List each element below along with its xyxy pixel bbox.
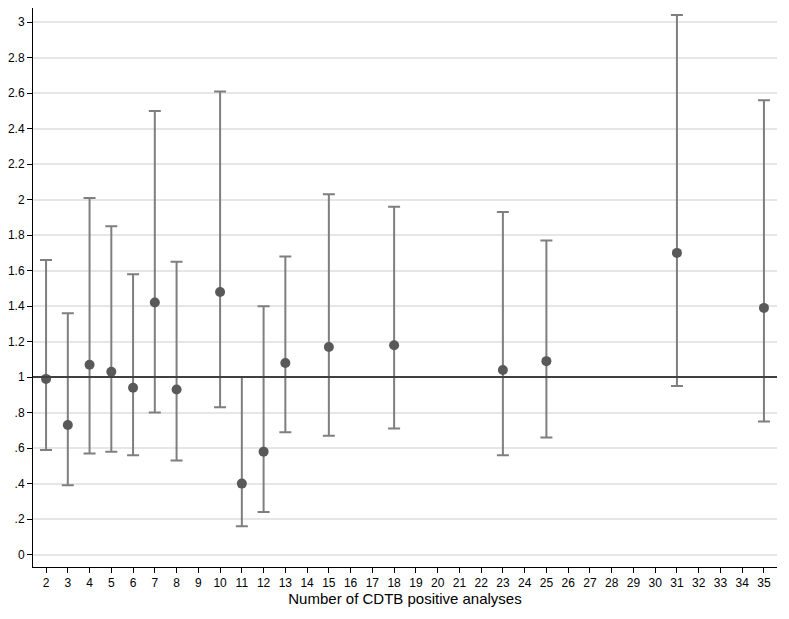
- svg-text:9: 9: [195, 576, 202, 590]
- svg-text:12: 12: [257, 576, 271, 590]
- svg-text:2: 2: [18, 193, 25, 207]
- svg-text:34: 34: [736, 576, 750, 590]
- svg-text:26: 26: [561, 576, 575, 590]
- svg-text:29: 29: [627, 576, 641, 590]
- svg-text:19: 19: [409, 576, 423, 590]
- svg-text:31: 31: [670, 576, 684, 590]
- svg-text:23: 23: [496, 576, 510, 590]
- svg-text:3: 3: [18, 15, 25, 29]
- svg-text:24: 24: [518, 576, 532, 590]
- svg-text:20: 20: [431, 576, 445, 590]
- svg-text:1: 1: [18, 370, 25, 384]
- svg-text:2.6: 2.6: [8, 86, 25, 100]
- svg-text:14: 14: [300, 576, 314, 590]
- svg-text:35: 35: [757, 576, 771, 590]
- svg-text:10: 10: [213, 576, 227, 590]
- svg-text:4: 4: [86, 576, 93, 590]
- svg-text:1.6: 1.6: [8, 264, 25, 278]
- svg-text:2.4: 2.4: [8, 122, 25, 136]
- svg-text:Number of CDTB positive analys: Number of CDTB positive analyses: [288, 590, 521, 607]
- svg-text:25: 25: [540, 576, 554, 590]
- svg-text:2: 2: [43, 576, 50, 590]
- svg-text:.2: .2: [15, 512, 25, 526]
- svg-text:.8: .8: [15, 406, 25, 420]
- svg-text:3: 3: [64, 576, 71, 590]
- svg-text:1.2: 1.2: [8, 335, 25, 349]
- svg-text:33: 33: [714, 576, 728, 590]
- svg-text:17: 17: [366, 576, 380, 590]
- svg-text:32: 32: [692, 576, 706, 590]
- svg-text:16: 16: [344, 576, 358, 590]
- svg-text:1.4: 1.4: [8, 299, 25, 313]
- svg-text:30: 30: [649, 576, 663, 590]
- svg-text:21: 21: [453, 576, 467, 590]
- svg-text:7: 7: [151, 576, 158, 590]
- svg-text:15: 15: [322, 576, 336, 590]
- svg-text:.6: .6: [15, 441, 25, 455]
- svg-text:2.8: 2.8: [8, 51, 25, 65]
- svg-text:.4: .4: [15, 477, 25, 491]
- svg-text:22: 22: [474, 576, 488, 590]
- svg-text:2.2: 2.2: [8, 157, 25, 171]
- svg-text:8: 8: [173, 576, 180, 590]
- svg-text:1.8: 1.8: [8, 228, 25, 242]
- svg-text:6: 6: [130, 576, 137, 590]
- svg-text:5: 5: [108, 576, 115, 590]
- svg-text:0: 0: [18, 548, 25, 562]
- svg-text:28: 28: [605, 576, 619, 590]
- svg-text:27: 27: [583, 576, 597, 590]
- svg-text:11: 11: [236, 576, 249, 590]
- svg-text:13: 13: [279, 576, 293, 590]
- svg-text:18: 18: [387, 576, 401, 590]
